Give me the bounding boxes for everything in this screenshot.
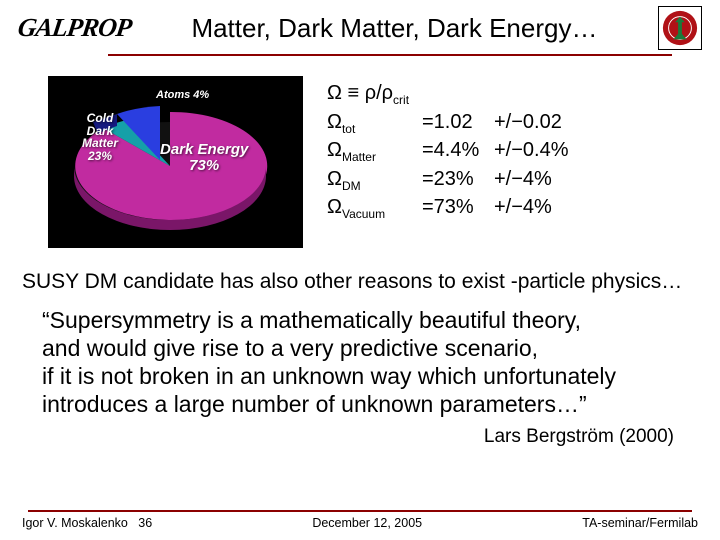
pie-label-atoms-pct: 4%: [193, 89, 209, 101]
slide-footer: Igor V. Moskalenko 36 December 12, 2005 …: [0, 510, 720, 530]
page-title: Matter, Dark Matter, Dark Energy…: [131, 13, 658, 44]
omega-r2-name: Ω: [327, 168, 342, 190]
omega-r0-err: +/−0.02: [494, 109, 562, 138]
quote-line-3: if it is not broken in an unknown way wh…: [42, 362, 678, 390]
omega-r1-err: +/−0.4%: [494, 137, 569, 166]
bergstrom-quote: “Supersymmetry is a mathematically beaut…: [42, 306, 678, 418]
omega-r1-sub: Matter: [342, 150, 376, 164]
footer-date: December 12, 2005: [312, 516, 422, 530]
composition-pie-chart: Dark Energy 73% Cold Dark Matter 23% Ato…: [48, 76, 303, 248]
omega-r3-sub: Vacuum: [342, 207, 385, 221]
omega-r0-sub: tot: [342, 122, 355, 136]
susy-sentence: SUSY DM candidate has also other reasons…: [22, 270, 698, 294]
footer-rule: [28, 510, 692, 512]
quote-line-4: introduces a large number of unknown par…: [42, 390, 678, 418]
pie-label-dm-d: 23%: [88, 149, 112, 163]
footer-page-number: 36: [138, 516, 152, 530]
quote-line-2: and would give rise to a very predictive…: [42, 334, 678, 362]
footer-left: Igor V. Moskalenko 36: [22, 516, 152, 530]
quote-line-1: “Supersymmetry is a mathematically beaut…: [42, 306, 678, 334]
pie-label-atoms: Atoms: [156, 89, 190, 101]
footer-venue: TA-seminar/Fermilab: [582, 516, 698, 530]
omega-r3-name: Ω: [327, 196, 342, 218]
slide-header: GALPROP Matter, Dark Matter, Dark Energy…: [18, 0, 702, 50]
title-rule: [108, 54, 672, 56]
stanford-seal: [658, 6, 702, 50]
omega-r2-err: +/−4%: [494, 166, 552, 195]
omega-def-sub: crit: [393, 93, 409, 107]
omega-r1-eq: =4.4%: [422, 137, 494, 166]
quote-attribution: Lars Bergström (2000): [18, 426, 674, 448]
omega-r3-err: +/−4%: [494, 194, 552, 223]
omega-def: Ω ≡ ρ/ρ: [327, 82, 393, 104]
omega-r0-name: Ω: [327, 111, 342, 133]
omega-r2-sub: DM: [342, 179, 361, 193]
omega-r1-name: Ω: [327, 139, 342, 161]
omega-r2-eq: =23%: [422, 166, 494, 195]
pie-label-de-pct: 73%: [189, 157, 219, 174]
omega-r3-eq: =73%: [422, 194, 494, 223]
brand-logo: GALPROP: [16, 13, 133, 43]
omega-table: Ω ≡ ρ/ρcrit Ωtot =1.02 +/−0.02 ΩMatter =…: [321, 76, 575, 248]
omega-r0-eq: =1.02: [422, 109, 494, 138]
pie-label-de: Dark Energy: [160, 141, 248, 158]
footer-author: Igor V. Moskalenko: [22, 516, 128, 530]
